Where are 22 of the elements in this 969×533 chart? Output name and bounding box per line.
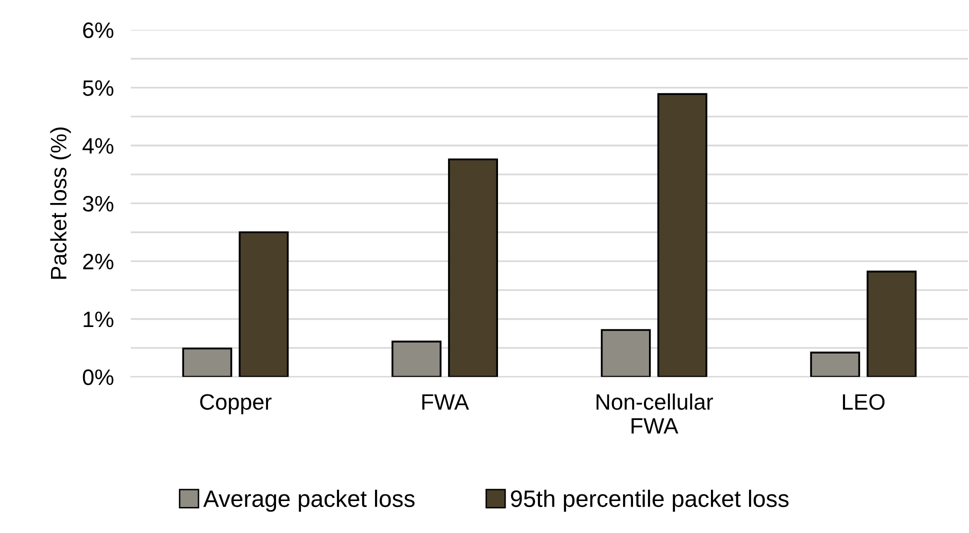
bar — [448, 158, 498, 377]
bar — [810, 352, 860, 377]
y-tick-label: 3% — [82, 196, 114, 212]
x-tick-label: Copper — [200, 394, 272, 414]
bar — [866, 270, 917, 377]
y-tick-label: 6% — [83, 22, 114, 38]
x-tick-label: Non-cellular FWA — [596, 394, 713, 434]
bar — [182, 348, 232, 377]
x-tick-label: LEO — [842, 394, 885, 410]
y-tick-label: 5% — [82, 80, 114, 96]
y-axis-title: Packet loss (%) — [50, 128, 71, 279]
y-tick-label: 1% — [84, 312, 114, 328]
bar — [238, 231, 289, 377]
y-tick-label: 0% — [82, 369, 114, 386]
bar — [600, 329, 651, 377]
y-tick-label: 4% — [82, 138, 114, 154]
bar — [657, 93, 708, 377]
y-tick-label: 2% — [83, 254, 114, 270]
bar — [392, 340, 442, 377]
legend-label: Average packet loss — [203, 490, 415, 512]
legend-label: 95th percentile packet loss — [510, 490, 789, 512]
x-tick-label: FWA — [422, 394, 469, 410]
